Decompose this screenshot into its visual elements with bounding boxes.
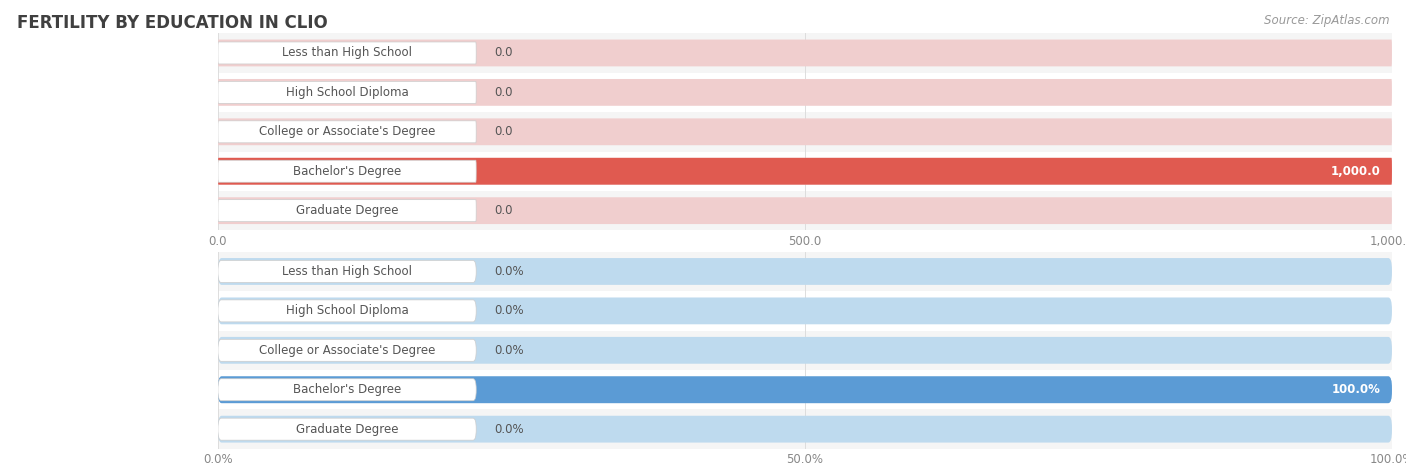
FancyBboxPatch shape [218,260,477,283]
Bar [218,370,1392,409]
FancyBboxPatch shape [218,158,1392,185]
FancyBboxPatch shape [218,160,477,182]
Text: Bachelor's Degree: Bachelor's Degree [292,383,401,396]
FancyBboxPatch shape [218,79,1392,106]
Text: 100.0%: 100.0% [1331,383,1381,396]
FancyBboxPatch shape [218,197,1392,224]
Bar [218,191,1392,230]
Text: 0.0%: 0.0% [494,344,523,357]
FancyBboxPatch shape [218,379,477,401]
Text: 0.0: 0.0 [494,86,512,99]
FancyBboxPatch shape [218,339,477,361]
Text: 0.0%: 0.0% [494,265,523,278]
Text: 0.0: 0.0 [494,125,512,138]
Text: High School Diploma: High School Diploma [285,86,409,99]
Text: FERTILITY BY EDUCATION IN CLIO: FERTILITY BY EDUCATION IN CLIO [17,14,328,32]
Text: College or Associate's Degree: College or Associate's Degree [259,344,436,357]
Bar [218,33,1392,73]
FancyBboxPatch shape [218,118,1392,145]
Text: 0.0: 0.0 [494,47,512,59]
Text: 0.0%: 0.0% [494,423,523,436]
FancyBboxPatch shape [218,376,1392,403]
Text: Less than High School: Less than High School [283,47,412,59]
FancyBboxPatch shape [218,297,1392,324]
FancyBboxPatch shape [218,418,477,440]
FancyBboxPatch shape [218,416,1392,443]
FancyBboxPatch shape [218,158,1392,185]
FancyBboxPatch shape [218,200,477,222]
Bar [218,112,1392,152]
Text: High School Diploma: High School Diploma [285,304,409,317]
Bar [218,291,1392,331]
FancyBboxPatch shape [218,376,1392,403]
FancyBboxPatch shape [218,121,477,143]
FancyBboxPatch shape [218,258,1392,285]
Text: Graduate Degree: Graduate Degree [295,423,398,436]
Text: 1,000.0: 1,000.0 [1330,165,1381,178]
Bar [218,331,1392,370]
Text: Less than High School: Less than High School [283,265,412,278]
Text: College or Associate's Degree: College or Associate's Degree [259,125,436,138]
FancyBboxPatch shape [218,337,1392,364]
Text: Source: ZipAtlas.com: Source: ZipAtlas.com [1264,14,1389,27]
Text: 0.0: 0.0 [494,204,512,217]
FancyBboxPatch shape [218,300,477,322]
Text: 0.0%: 0.0% [494,304,523,317]
Bar [218,409,1392,449]
Text: Graduate Degree: Graduate Degree [295,204,398,217]
FancyBboxPatch shape [218,42,477,64]
Bar [218,73,1392,112]
Bar [218,252,1392,291]
Bar [218,152,1392,191]
FancyBboxPatch shape [218,39,1392,66]
Text: Bachelor's Degree: Bachelor's Degree [292,165,401,178]
FancyBboxPatch shape [218,81,477,104]
